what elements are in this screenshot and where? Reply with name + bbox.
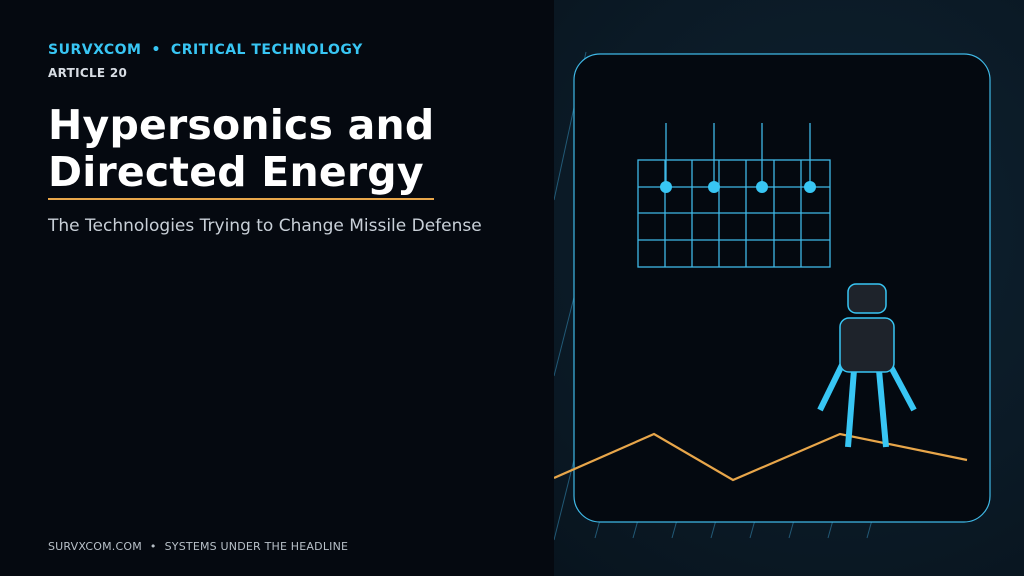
footer: SURVXCOM.COM • SYSTEMS UNDER THE HEADLINE xyxy=(48,540,348,553)
title-line-1: Hypersonics and xyxy=(48,101,435,149)
antenna-grid-icon xyxy=(637,123,831,268)
category-label: CRITICAL TECHNOLOGY xyxy=(170,42,363,58)
left-panel xyxy=(0,0,554,576)
illustration-panel xyxy=(554,0,1024,576)
brand-label: SURVXCOM xyxy=(48,42,142,58)
subtitle: The Technologies Trying to Change Missil… xyxy=(48,216,482,236)
page-title: Hypersonics and Directed Energy xyxy=(48,102,434,196)
footer-tagline: SYSTEMS UNDER THE HEADLINE xyxy=(164,540,349,553)
footer-separator: • xyxy=(149,540,157,553)
title-underline xyxy=(48,198,434,200)
article-number: ARTICLE 20 xyxy=(48,66,128,80)
trend-line-icon xyxy=(554,432,968,482)
footer-site: SURVXCOM.COM xyxy=(48,540,142,553)
robot-figure-icon xyxy=(817,283,917,448)
illustration-svg xyxy=(554,51,991,541)
kicker-separator: • xyxy=(151,42,161,58)
rounded-frame xyxy=(573,53,991,523)
title-line-2: Directed Energy xyxy=(48,148,424,196)
kicker: SURVXCOM • CRITICAL TECHNOLOGY xyxy=(48,42,363,58)
